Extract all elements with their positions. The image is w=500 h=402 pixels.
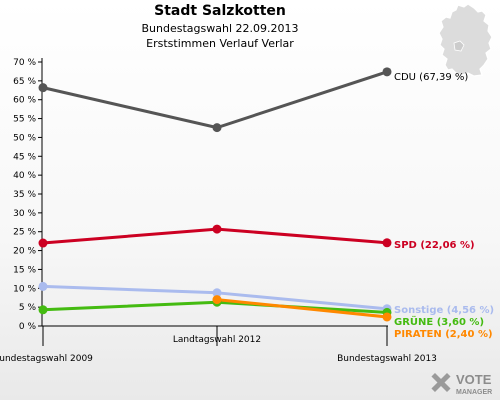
series-line-piraten xyxy=(216,298,388,319)
y-tick-label: 10 % xyxy=(13,284,36,294)
y-tick-label: 55 % xyxy=(13,115,36,125)
data-point-piraten xyxy=(382,312,392,322)
series-end-label-piraten: PIRATEN (2,40 %) xyxy=(394,329,493,340)
chart-subtitle-election: Bundestagswahl 22.09.2013 xyxy=(141,22,299,35)
series-end-label-grüne: GRÜNE (3,60 %) xyxy=(394,314,484,328)
y-tick-label: 20 % xyxy=(13,247,36,257)
germany-map-icon xyxy=(434,3,498,77)
data-point-cdu xyxy=(382,67,392,77)
y-tick-label: 70 % xyxy=(13,58,36,68)
x-tick-label: Bundestagswahl 2009 xyxy=(0,354,93,364)
plot-area xyxy=(42,62,388,326)
y-tick-label: 65 % xyxy=(13,77,36,87)
logo-text-manager: MANAGER xyxy=(456,389,492,396)
data-point-sonstige xyxy=(212,288,222,298)
y-tick-label: 25 % xyxy=(13,228,36,238)
data-point-sonstige xyxy=(38,281,48,291)
y-tick-label: 5 % xyxy=(19,303,37,313)
x-tick-label: Landtagswahl 2012 xyxy=(173,335,261,345)
y-tick-label: 50 % xyxy=(13,133,36,143)
x-tick-label: Bundestagswahl 2013 xyxy=(337,354,437,364)
series-end-label-spd: SPD (22,06 %) xyxy=(394,240,475,251)
y-tick-label: 35 % xyxy=(13,190,36,200)
y-tick-label: 30 % xyxy=(13,209,36,219)
series-end-label-cdu: CDU (67,39 %) xyxy=(394,72,468,83)
y-tick-label: 0 % xyxy=(19,322,37,332)
data-point-cdu xyxy=(38,83,48,93)
data-point-cdu xyxy=(212,123,222,133)
y-tick-label: 45 % xyxy=(13,152,36,162)
data-point-piraten xyxy=(212,295,222,305)
data-point-spd xyxy=(38,238,48,248)
series-line-cdu xyxy=(42,70,388,130)
chart-title: Stadt Salzkotten xyxy=(154,3,286,19)
y-tick-label: 60 % xyxy=(13,96,36,106)
chart-subtitle-description: Erststimmen Verlauf Verlar xyxy=(146,37,294,50)
logo-text-vote: VOTE xyxy=(456,372,492,387)
series-end-label-sonstige: Sonstige (4,56 %) xyxy=(394,305,494,316)
y-tick-label: 15 % xyxy=(13,265,36,275)
vote-manager-logo-icon: VOTE MANAGER xyxy=(428,368,500,398)
data-point-spd xyxy=(212,224,222,234)
data-point-spd xyxy=(382,238,392,248)
data-point-grüne xyxy=(38,305,48,315)
y-tick-label: 40 % xyxy=(13,171,36,181)
